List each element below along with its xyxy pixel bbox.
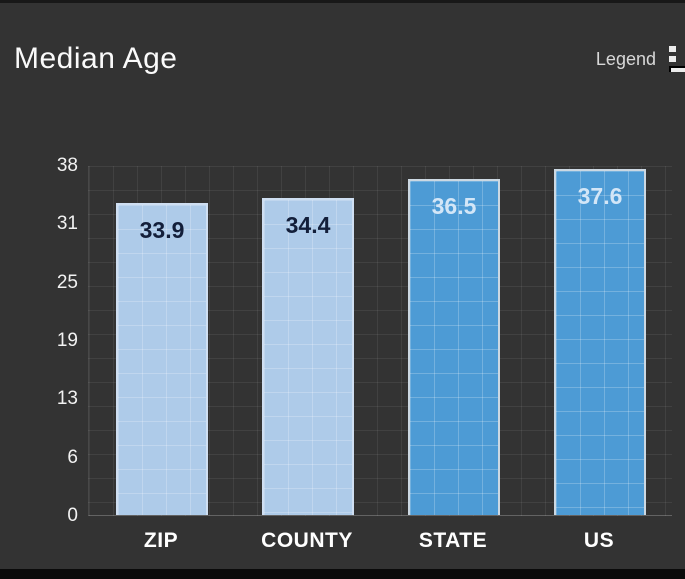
bar-county[interactable]: 34.4 [262,198,354,515]
y-tick-label: 0 [67,505,78,526]
top-border [0,0,685,3]
legend-button-label: Legend [595,48,656,69]
y-tick-label: 31 [56,213,78,235]
y-tick-label: 13 [56,388,78,410]
x-label-state: STATE [418,529,488,552]
bar-grid-overlay [118,204,206,515]
median-age-bar-chart: 33.9 34.4 36.5 37.6 [88,166,672,516]
x-label-county: COUNTY [261,529,353,552]
bottom-border [0,569,685,579]
bar-value-label: 37.6 [577,182,623,209]
bar-value-label: 34.4 [285,212,331,239]
bar-value-label: 36.5 [431,192,477,219]
x-label-zip: ZIP [143,529,179,552]
x-label-us: US [583,529,615,552]
bar-value-label: 33.9 [139,216,185,243]
bar-grid-overlay [410,180,498,515]
legend-button[interactable]: Legend [595,46,685,72]
y-tick-label: 38 [56,155,78,176]
bar-us[interactable]: 37.6 [554,168,646,515]
bar-zip[interactable]: 33.9 [116,202,208,515]
bar-grid-overlay [556,170,644,515]
y-tick-label: 25 [56,271,78,293]
y-tick-label: 19 [56,330,78,351]
page-title: Median Age [14,42,178,75]
bar-state[interactable]: 36.5 [408,178,500,515]
y-tick-label: 6 [67,446,78,468]
bar-grid-overlay [264,200,352,515]
legend-list-icon [669,46,685,72]
